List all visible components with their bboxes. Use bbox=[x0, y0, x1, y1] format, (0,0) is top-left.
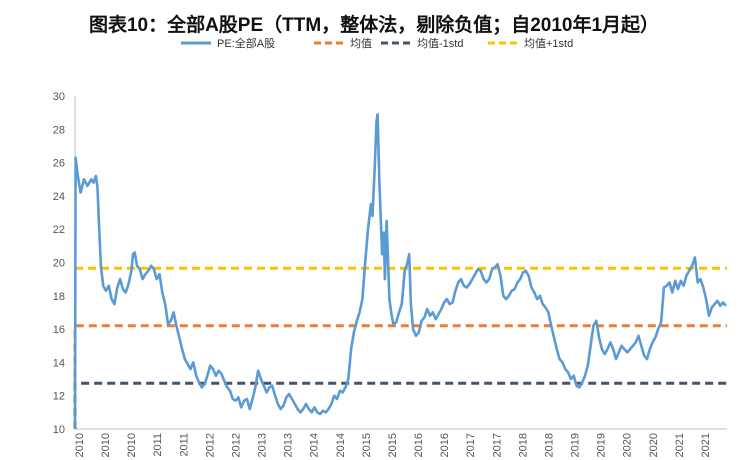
y-tick-label: 26 bbox=[53, 158, 65, 170]
x-tick-label: 2015 bbox=[361, 433, 373, 457]
x-tick-label: 2013 bbox=[283, 433, 295, 457]
x-tick-label: 2019 bbox=[570, 433, 582, 457]
legend-label-0: PE:全部A股 bbox=[217, 36, 275, 50]
x-tick-label: 2015 bbox=[387, 433, 399, 457]
x-tick-label: 2014 bbox=[309, 433, 321, 457]
x-tick-label: 2020 bbox=[648, 433, 660, 457]
x-tick-label: 2013 bbox=[257, 433, 269, 457]
y-tick-label: 18 bbox=[53, 291, 65, 303]
x-tick-label: 2018 bbox=[543, 433, 555, 457]
series-line-0 bbox=[73, 113, 727, 430]
y-tick-label: 16 bbox=[53, 324, 65, 336]
y-tick-label: 12 bbox=[53, 391, 65, 403]
x-tick-label: 2021 bbox=[700, 433, 712, 457]
x-tick-label: 2012 bbox=[230, 433, 242, 457]
x-tick-label: 2011 bbox=[178, 433, 190, 457]
x-tick-label: 2020 bbox=[622, 433, 634, 457]
y-tick-label: 14 bbox=[53, 357, 65, 369]
x-tick-label: 2018 bbox=[517, 433, 529, 457]
x-tick-label: 2010 bbox=[74, 433, 86, 457]
x-tick-label: 2021 bbox=[674, 433, 686, 457]
x-tick-label: 2014 bbox=[335, 433, 347, 457]
x-tick-label: 2012 bbox=[204, 433, 216, 457]
legend-label-2: 均值-1std bbox=[417, 37, 463, 50]
x-axis: 2010 2010 2010 2011 2011 2012 2012 2013 2013 2014… bbox=[74, 428, 727, 457]
y-tick-label: 24 bbox=[53, 191, 65, 203]
x-tick-label: 2011 bbox=[152, 433, 164, 457]
y-tick-label: 20 bbox=[53, 258, 65, 270]
series-layer bbox=[73, 113, 727, 430]
x-tick-label: 2017 bbox=[465, 433, 477, 457]
y-tick-label: 22 bbox=[53, 224, 65, 236]
x-tick-label: 2010 bbox=[100, 433, 112, 457]
legend-label-1: 均值 bbox=[350, 37, 372, 50]
x-tick-label: 2016 bbox=[413, 433, 425, 457]
chart-title: 图表10：全部A股PE（TTM，整体法，剔除负值；自2010年1月起） bbox=[88, 15, 660, 36]
y-tick-label: 10 bbox=[53, 424, 65, 436]
x-tick-label: 2017 bbox=[491, 433, 503, 457]
legend: PE:全部A股 均值 均值-1std 均值+1std bbox=[181, 36, 573, 50]
y-tick-label: 30 bbox=[53, 91, 65, 103]
legend-label-3: 均值+1std bbox=[524, 37, 573, 50]
series-line-1 bbox=[73, 324, 727, 429]
y-tick-label: 28 bbox=[53, 124, 65, 136]
x-tick-label: 2019 bbox=[596, 433, 608, 457]
x-tick-label: 2010 bbox=[126, 433, 138, 457]
y-axis: 10 12 14 16 18 20 22 24 26 28 30 bbox=[53, 91, 76, 436]
x-tick-label: 2016 bbox=[439, 433, 451, 457]
series-line-2 bbox=[73, 381, 727, 429]
